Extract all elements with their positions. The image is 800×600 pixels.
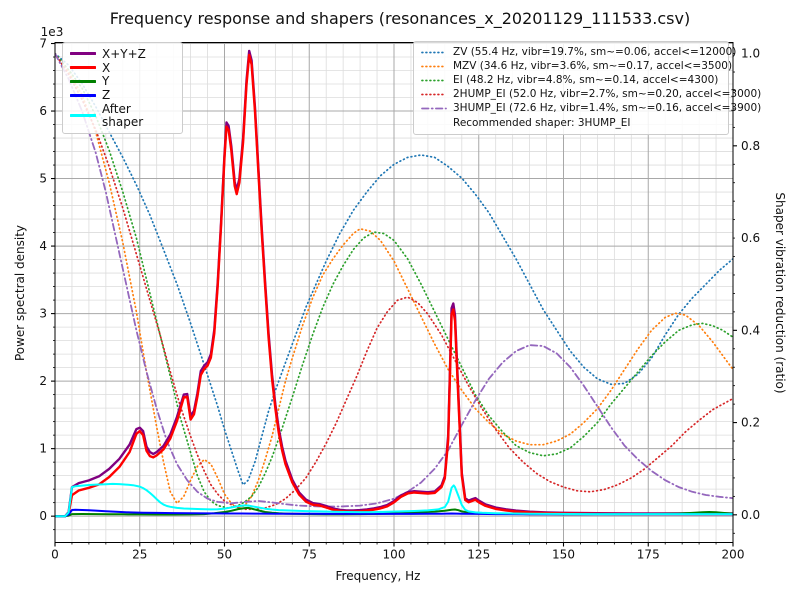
legend-shapers: ZV (55.4 Hz, vibr=19.7%, sm~=0.06, accel… bbox=[413, 41, 761, 135]
x-tick-label: 100 bbox=[383, 548, 406, 562]
legend-item: Y bbox=[70, 75, 175, 88]
legend-label: 3HUMP_EI (72.6 Hz, vibr=1.4%, sm~=0.16, … bbox=[453, 101, 762, 114]
y-left-tick-label: 4 bbox=[39, 239, 47, 253]
y-right-tick-label: 0.2 bbox=[741, 416, 760, 430]
y-left-tick-label: 5 bbox=[39, 172, 47, 186]
legend-sample-line bbox=[70, 91, 96, 100]
curve-mzv bbox=[55, 52, 733, 509]
chart-title: Frequency response and shapers (resonanc… bbox=[109, 9, 691, 28]
legend-label: MZV (34.6 Hz, vibr=3.6%, sm~=0.17, accel… bbox=[453, 60, 733, 73]
curve-zv bbox=[55, 52, 733, 486]
legend-sample-line bbox=[70, 111, 96, 120]
legend-item: After shaper bbox=[70, 103, 175, 128]
legend-item: X+Y+Z bbox=[70, 48, 175, 61]
legend-label: ZV (55.4 Hz, vibr=19.7%, sm~=0.06, accel… bbox=[453, 46, 737, 59]
y-right-tick-label: 0.4 bbox=[741, 323, 760, 337]
curve-ei bbox=[55, 52, 733, 509]
legend-label: After shaper bbox=[102, 102, 144, 129]
legend-label: X+Y+Z bbox=[102, 46, 146, 61]
x-axis-label: Frequency, Hz bbox=[335, 569, 421, 583]
legend-sample-line bbox=[70, 63, 96, 72]
legend-item: EI (48.2 Hz, vibr=4.8%, sm~=0.14, accel<… bbox=[421, 75, 721, 86]
y-axis-offset-text: 1e3 bbox=[41, 25, 64, 39]
legend-label: EI (48.2 Hz, vibr=4.8%, sm~=0.14, accel<… bbox=[453, 74, 719, 87]
x-tick-label: 175 bbox=[637, 548, 660, 562]
legend-sample-line bbox=[421, 62, 447, 71]
x-tick-label: 75 bbox=[302, 548, 317, 562]
y-right-tick-label: 0.0 bbox=[741, 508, 760, 522]
legend-label: Z bbox=[102, 88, 111, 103]
y-left-tick-label: 2 bbox=[39, 374, 47, 388]
legend-sample-line bbox=[70, 77, 96, 86]
legend-label: X bbox=[102, 60, 111, 75]
legend-item: 2HUMP_EI (52.0 Hz, vibr=2.7%, sm~=0.20, … bbox=[421, 88, 761, 100]
curve-after-shaper bbox=[55, 482, 733, 518]
legend-item: MZV (34.6 Hz, vibr=3.6%, sm~=0.17, accel… bbox=[421, 61, 732, 72]
y-axis-right-label: Shaper vibration reduction (ratio) bbox=[773, 192, 787, 394]
legend-sample-line bbox=[421, 48, 447, 57]
x-tick-label: 25 bbox=[132, 548, 147, 562]
legend-sample-line bbox=[70, 49, 96, 58]
legend-label: 2HUMP_EI (52.0 Hz, vibr=2.7%, sm~=0.20, … bbox=[453, 87, 762, 100]
curve-x bbox=[55, 53, 733, 518]
x-tick-label: 200 bbox=[722, 548, 745, 562]
legend-sample-line bbox=[421, 76, 447, 85]
legend-recommended-note: Recommended shaper: 3HUMP_EI bbox=[453, 116, 631, 129]
y-axis-left-label: Power spectral density bbox=[13, 224, 27, 362]
y-left-tick-label: 6 bbox=[39, 104, 47, 118]
x-tick-label: 50 bbox=[217, 548, 232, 562]
x-tick-label: 0 bbox=[51, 548, 59, 562]
legend-sample-line bbox=[421, 104, 447, 113]
legend-item: 3HUMP_EI (72.6 Hz, vibr=1.4%, sm~=0.16, … bbox=[421, 102, 761, 114]
y-left-tick-label: 3 bbox=[39, 307, 47, 321]
y-right-tick-label: 1.0 bbox=[741, 47, 760, 61]
y-left-tick-label: 0 bbox=[39, 509, 47, 523]
legend-item: Z bbox=[70, 89, 175, 102]
y-right-tick-label: 0.6 bbox=[741, 231, 760, 245]
legend-psd: X+Y+Z X Y Z After shaper bbox=[62, 42, 183, 134]
legend-sample-line bbox=[421, 90, 447, 99]
legend-item: X bbox=[70, 60, 175, 75]
legend-label: Y bbox=[102, 74, 110, 89]
legend-item: ZV (55.4 Hz, vibr=19.7%, sm~=0.06, accel… bbox=[421, 47, 736, 58]
x-tick-label: 125 bbox=[467, 548, 490, 562]
curve-3hump-ei bbox=[55, 52, 733, 508]
y-left-tick-label: 7 bbox=[39, 37, 47, 51]
y-right-tick-label: 0.8 bbox=[741, 139, 760, 153]
y-left-tick-label: 1 bbox=[39, 442, 47, 456]
x-tick-label: 150 bbox=[552, 548, 575, 562]
